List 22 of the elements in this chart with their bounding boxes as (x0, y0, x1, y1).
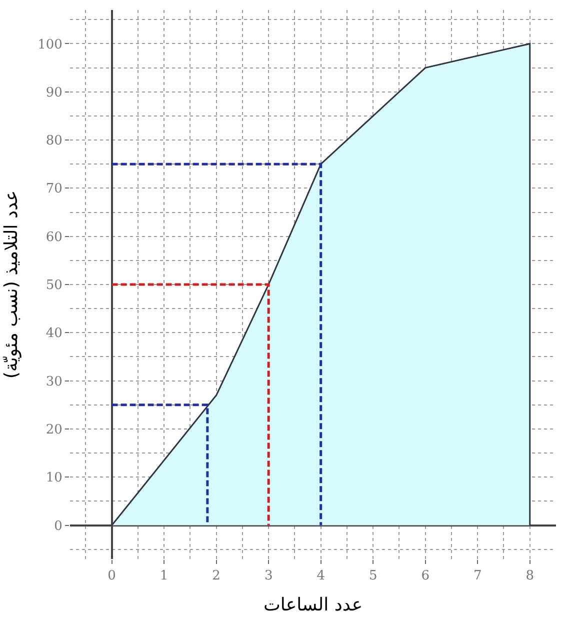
x-tick-label: 8 (526, 568, 534, 584)
x-tick-label: 7 (473, 568, 482, 584)
y-tick-label: 90 (46, 85, 62, 100)
y-tick-label: 30 (46, 374, 62, 390)
y-tick-label: 40 (46, 326, 62, 342)
x-axis-title: عدد الساعات (263, 594, 363, 616)
y-tick-label: 80 (46, 134, 62, 149)
x-tick-label: 2 (212, 568, 220, 584)
y-tick-label: 100 (38, 37, 62, 52)
y-tick-label: 0 (54, 518, 62, 534)
x-tick-label: 4 (316, 568, 325, 584)
x-tick-label: 1 (160, 568, 168, 584)
y-tick-label: 10 (46, 470, 62, 486)
x-tick-label: 0 (108, 568, 116, 584)
x-tick-label: 3 (264, 568, 273, 584)
y-axis-title: عدد التلاميذ (نسب مئويّة) (0, 190, 22, 379)
y-tick-label: 50 (46, 278, 62, 294)
x-tick-label: 6 (421, 568, 430, 584)
y-tick-label: 70 (46, 182, 62, 197)
y-tick-label: 60 (46, 230, 62, 245)
x-tick-label: 5 (368, 568, 378, 584)
y-tick-label: 20 (46, 422, 62, 438)
